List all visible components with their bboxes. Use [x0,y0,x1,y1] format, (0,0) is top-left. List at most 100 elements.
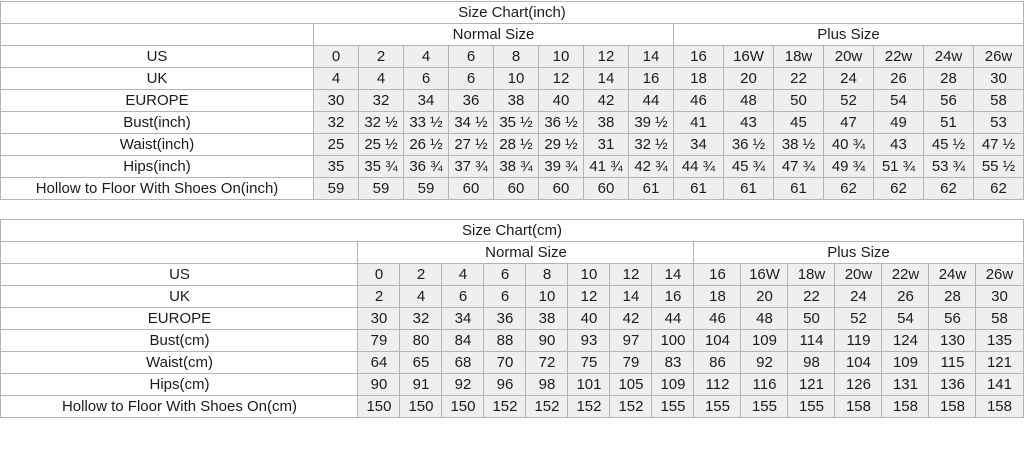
cell-value: 20 [723,67,774,90]
cell-value: 16 [628,67,674,90]
cell-value: 10 [567,263,611,286]
cell-value: 116 [740,373,789,396]
cell-value: 10 [493,67,539,90]
cell-value: 4 [358,67,404,90]
cell-value: 12 [538,67,584,90]
cell-value: 14 [583,67,629,90]
cell-value: 62 [972,177,1024,200]
cell-value: 65 [399,351,443,374]
cell-value: 26 ½ [403,133,449,156]
cell-value: 16 [673,45,724,68]
group-header-corner-cell [0,23,314,46]
row-label-waist-cm: Waist(cm) [0,351,359,374]
cell-value: 158 [928,395,977,418]
table-title-row: Size Chart(inch) [0,1,1024,24]
cell-value: 56 [923,89,974,112]
cell-value: 115 [928,351,977,374]
cell-value: 32 ½ [628,133,674,156]
cell-value: 44 [651,307,695,330]
cell-value: 152 [525,395,569,418]
cell-value: 92 [740,351,789,374]
cell-value: 36 ½ [723,133,774,156]
cell-value: 60 [448,177,494,200]
cell-value: 16 [693,263,742,286]
cell-value: 22 [773,67,824,90]
cell-value: 14 [628,45,674,68]
cell-value: 90 [525,329,569,352]
table-row: Hollow to Floor With Shoes On(cm) 150 150 1… [0,395,1024,418]
cell-value: 22 [787,285,836,308]
cell-value: 40 [538,89,584,112]
cell-value: 6 [448,67,494,90]
cell-value: 24w [923,45,974,68]
cell-value: 68 [441,351,485,374]
table-row: Bust(cm) 79 80 84 88 90 93 97 100 104 109 114 119 124… [0,329,1024,352]
cell-value: 96 [483,373,527,396]
cell-value: 45 ½ [923,133,974,156]
cell-value: 4 [399,285,443,308]
cell-value: 155 [740,395,789,418]
cell-value: 28 ½ [493,133,539,156]
cell-value: 54 [873,89,924,112]
table-row: Waist(cm) 64 65 68 70 72 75 79 83 86 92 98 104 109 115… [0,351,1024,374]
size-chart-table-inch: Size Chart(inch) Normal Size Plus Size US 0… [0,1,1024,200]
cell-value: 20w [834,263,883,286]
cell-value: 79 [357,329,401,352]
cell-value: 52 [823,89,874,112]
cell-value: 26w [975,263,1024,286]
cell-value: 43 [873,133,924,156]
cell-value: 84 [441,329,485,352]
cell-value: 26 [873,67,924,90]
cell-value: 20w [823,45,874,68]
cell-value: 62 [923,177,974,200]
cell-value: 150 [441,395,485,418]
size-chart-tables-container: Size Chart(inch) Normal Size Plus Size US 0… [0,1,1024,418]
table-row: US 0 2 4 6 8 10 12 14 16 16W 18w 20w 22w 24w 26w [0,45,1024,68]
cell-value: 32 [358,89,404,112]
cell-value: 150 [357,395,401,418]
cell-value: 35 ¾ [358,155,404,178]
cell-value: 60 [583,177,629,200]
cell-value: 83 [651,351,695,374]
table-row: UK 2 4 6 6 10 12 14 16 18 20 22 24 26 28 30 [0,285,1024,308]
cell-value: 93 [567,329,611,352]
cell-value: 14 [609,285,653,308]
cell-value: 70 [483,351,527,374]
cell-value: 26 [881,285,930,308]
cell-value: 22w [873,45,924,68]
cell-value: 50 [773,89,824,112]
cell-value: 34 [673,133,724,156]
cell-value: 47 [823,111,874,134]
cell-value: 27 ½ [448,133,494,156]
cell-value: 141 [975,373,1024,396]
cell-value: 36 ½ [538,111,584,134]
row-label-us: US [0,263,359,286]
cell-value: 28 [923,67,974,90]
row-label-hollow-to-floor-with-shoes-on-inch: Hollow to Floor With Shoes On(inch) [0,177,314,200]
cell-value: 58 [975,307,1024,330]
cell-value: 30 [975,285,1024,308]
cell-value: 40 [567,307,611,330]
cell-value: 44 [628,89,674,112]
row-label-bust-cm: Bust(cm) [0,329,359,352]
cell-value: 32 [313,111,359,134]
group-header-row: Normal Size Plus Size [0,23,1024,46]
cell-value: 59 [403,177,449,200]
cell-value: 100 [651,329,695,352]
row-label-hips-inch: Hips(inch) [0,155,314,178]
cell-value: 39 ¾ [538,155,584,178]
cell-value: 38 [583,111,629,134]
table-row: UK 4 4 6 6 10 12 14 16 18 20 22 24 26 28 30 [0,67,1024,90]
cell-value: 36 [483,307,527,330]
cell-value: 48 [740,307,789,330]
cell-value: 61 [723,177,774,200]
cell-value: 104 [834,351,883,374]
group-header-normal-size: Normal Size [313,23,674,46]
cell-value: 49 ¾ [823,155,874,178]
cell-value: 31 [583,133,629,156]
cell-value: 61 [773,177,824,200]
cell-value: 59 [313,177,359,200]
table-row: Bust(inch) 32 32 ½ 33 ½ 34 ½ 35 ½ 36 ½ 38 39 ½ 41… [0,111,1024,134]
cell-value: 58 [972,89,1024,112]
